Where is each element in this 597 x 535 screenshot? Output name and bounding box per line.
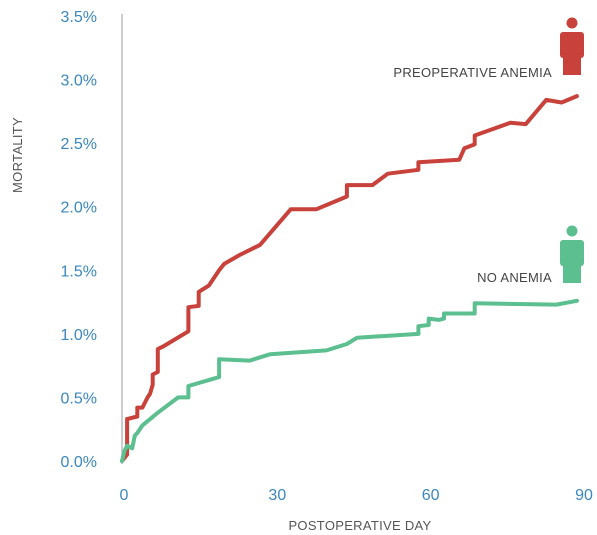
y-axis-title: MORTALITY: [10, 117, 25, 193]
person-icon: [560, 225, 584, 283]
y-tick-label: 2.0%: [61, 200, 97, 217]
y-axis-ticks: 0.0% 0.5% 1.0% 1.5% 2.0% 2.5% 3.0% 3.5%: [61, 9, 97, 471]
series-group: [120, 94, 579, 463]
y-tick-label: 0.0%: [61, 454, 97, 471]
y-tick-label: 1.0%: [61, 327, 97, 344]
x-tick-label: 60: [422, 487, 440, 504]
series-label-0: PREOPERATIVE ANEMIA: [393, 65, 552, 80]
person-icon: [560, 17, 584, 75]
series-labels: PREOPERATIVE ANEMIA NO ANEMIA: [393, 17, 584, 285]
y-tick-label: 2.5%: [61, 136, 97, 153]
x-tick-label: 0: [120, 487, 129, 504]
y-tick-label: 3.5%: [61, 9, 97, 26]
x-axis-ticks: 0 30 60 90: [120, 487, 593, 504]
y-tick-label: 0.5%: [61, 390, 97, 407]
x-tick-label: 30: [268, 487, 286, 504]
x-axis-title: POSTOPERATIVE DAY: [288, 518, 431, 533]
y-tick-label: 1.5%: [61, 263, 97, 280]
series-line-0: [120, 94, 579, 463]
series-label-1: NO ANEMIA: [477, 270, 552, 285]
series-line-1: [120, 298, 579, 463]
y-tick-label: 3.0%: [61, 73, 97, 90]
x-tick-label: 90: [575, 487, 593, 504]
